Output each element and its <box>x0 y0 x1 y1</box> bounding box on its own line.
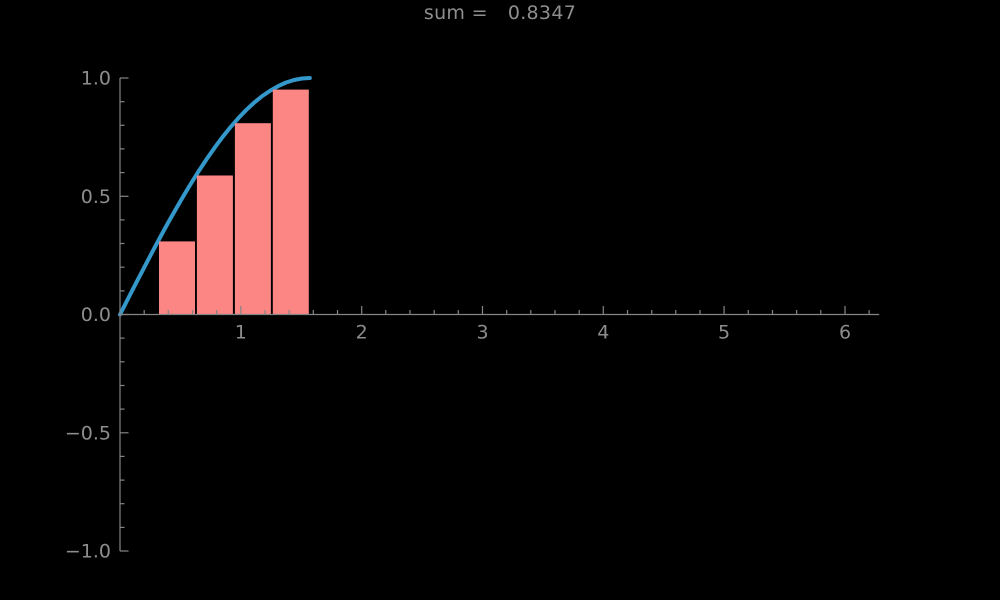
chart-title-label: sum = <box>423 2 488 24</box>
chart-title: sum = 0.8347 <box>0 2 1000 24</box>
y-tick-label: −0.5 <box>65 422 111 444</box>
y-tick-label: 1.0 <box>81 68 111 90</box>
riemann-bar <box>272 89 309 315</box>
chart-title-value: 0.8347 <box>507 2 577 24</box>
x-tick-label: 6 <box>839 322 851 344</box>
riemann-bar <box>234 123 271 315</box>
x-tick-label: 4 <box>597 322 609 344</box>
x-tick-label: 5 <box>718 322 730 344</box>
riemann-bar <box>159 241 195 315</box>
y-tick-label: −1.0 <box>65 541 111 563</box>
y-tick-label: 0.0 <box>81 304 111 326</box>
x-tick-label: 2 <box>356 322 368 344</box>
x-tick-label: 1 <box>235 322 247 344</box>
riemann-bar <box>196 175 233 315</box>
x-tick-label: 3 <box>476 322 488 344</box>
sine-curve <box>118 76 312 317</box>
y-tick-label: 0.5 <box>81 186 111 208</box>
